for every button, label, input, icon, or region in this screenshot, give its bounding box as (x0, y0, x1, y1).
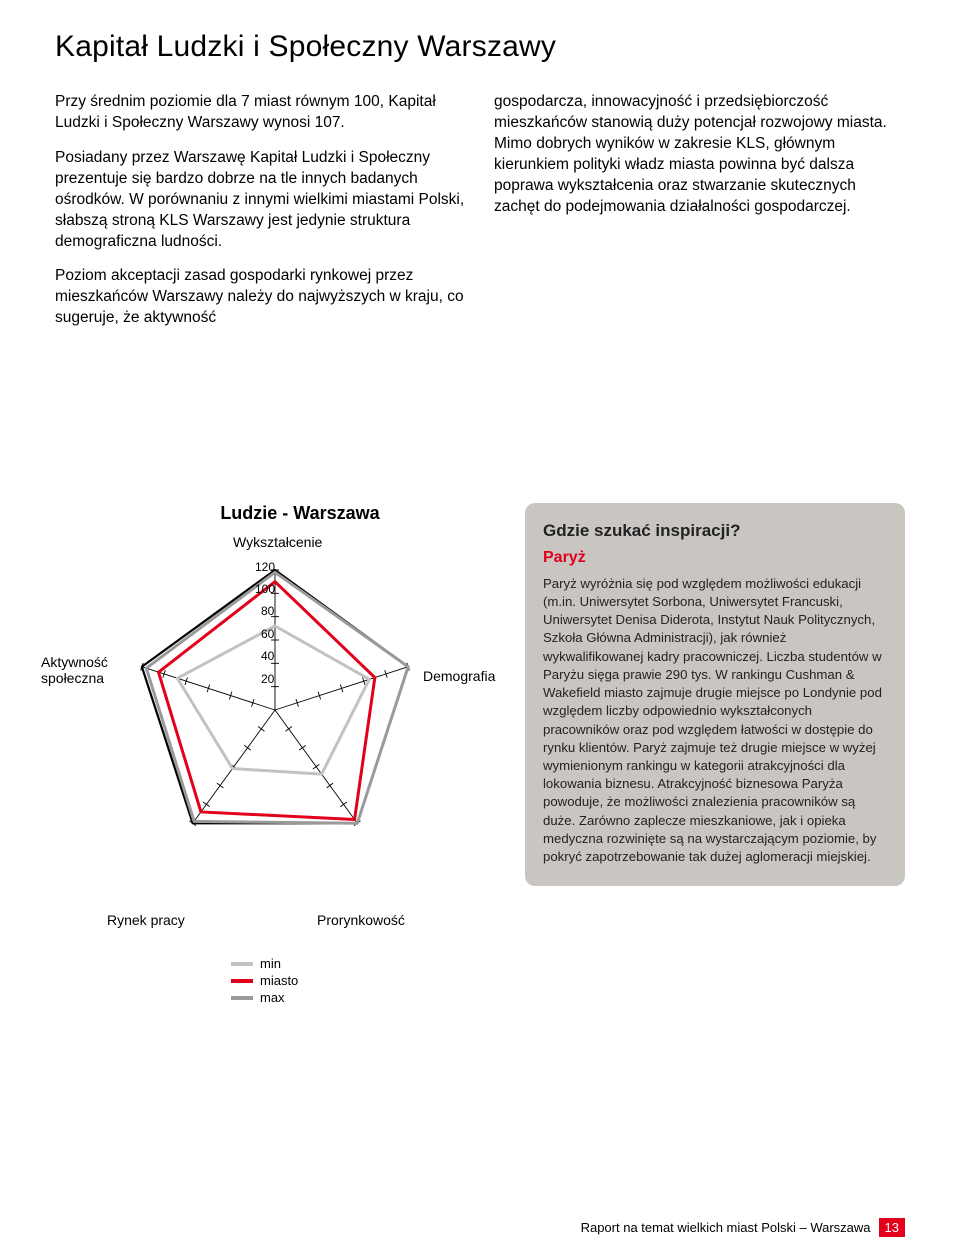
legend-min: min (231, 956, 495, 971)
legend-max: max (231, 990, 495, 1005)
legend-miasto: miasto (231, 973, 495, 988)
para-3: Poziom akceptacji zasad gospodarki rynko… (55, 266, 466, 329)
inspiration-body: Paryż wyróżnia się pod względem możliwoś… (543, 575, 887, 867)
axis-label-rynek: Rynek pracy (107, 912, 185, 928)
tick-40: 40 (261, 649, 274, 663)
page-title: Kapitał Ludzki i Społeczny Warszawy (55, 30, 905, 64)
legend-label-max: max (260, 990, 285, 1005)
chart-legend: min miasto max (231, 956, 495, 1005)
legend-label-min: min (260, 956, 281, 971)
page-number-badge: 13 (879, 1218, 905, 1237)
inspiration-box: Gdzie szukać inspiracji? Paryż Paryż wyr… (525, 503, 905, 886)
axis-label-prorynkowosc: Prorynkowość (317, 912, 405, 928)
legend-label-miasto: miasto (260, 973, 298, 988)
legend-swatch-min (231, 962, 253, 966)
chart-title: Ludzie - Warszawa (105, 503, 495, 524)
radar-chart-area: Ludzie - Warszawa Wykształcenie Demograf… (55, 503, 495, 1007)
lower-section: Ludzie - Warszawa Wykształcenie Demograf… (55, 503, 905, 1007)
tick-20: 20 (261, 672, 274, 686)
intro-columns: Przy średnim poziomie dla 7 miast równym… (55, 92, 905, 343)
page-footer: Raport na temat wielkich miast Polski – … (581, 1218, 905, 1237)
tick-120: 120 (255, 560, 275, 574)
radar-chart: Wykształcenie Demografia Prorynkowość Ry… (55, 532, 495, 952)
inspiration-subtitle: Paryż (543, 547, 887, 569)
inspiration-title: Gdzie szukać inspiracji? (543, 519, 887, 542)
tick-80: 80 (261, 604, 274, 618)
footer-text: Raport na temat wielkich miast Polski – … (581, 1220, 871, 1235)
legend-swatch-max (231, 996, 253, 1000)
axis-label-aktywnosc: Aktywność społeczna (41, 654, 121, 686)
tick-100: 100 (255, 582, 275, 596)
tick-60: 60 (261, 627, 274, 641)
para-2: Posiadany przez Warszawę Kapitał Ludzki … (55, 148, 466, 253)
column-left: Przy średnim poziomie dla 7 miast równym… (55, 92, 466, 343)
para-1: Przy średnim poziomie dla 7 miast równym… (55, 92, 466, 134)
axis-label-wyksztalcenie: Wykształcenie (233, 534, 322, 550)
column-right: gospodarcza, innowacyjność i przedsiębio… (494, 92, 905, 343)
axis-label-demografia: Demografia (423, 668, 495, 684)
legend-swatch-miasto (231, 979, 253, 983)
para-4: gospodarcza, innowacyjność i przedsiębio… (494, 92, 905, 218)
